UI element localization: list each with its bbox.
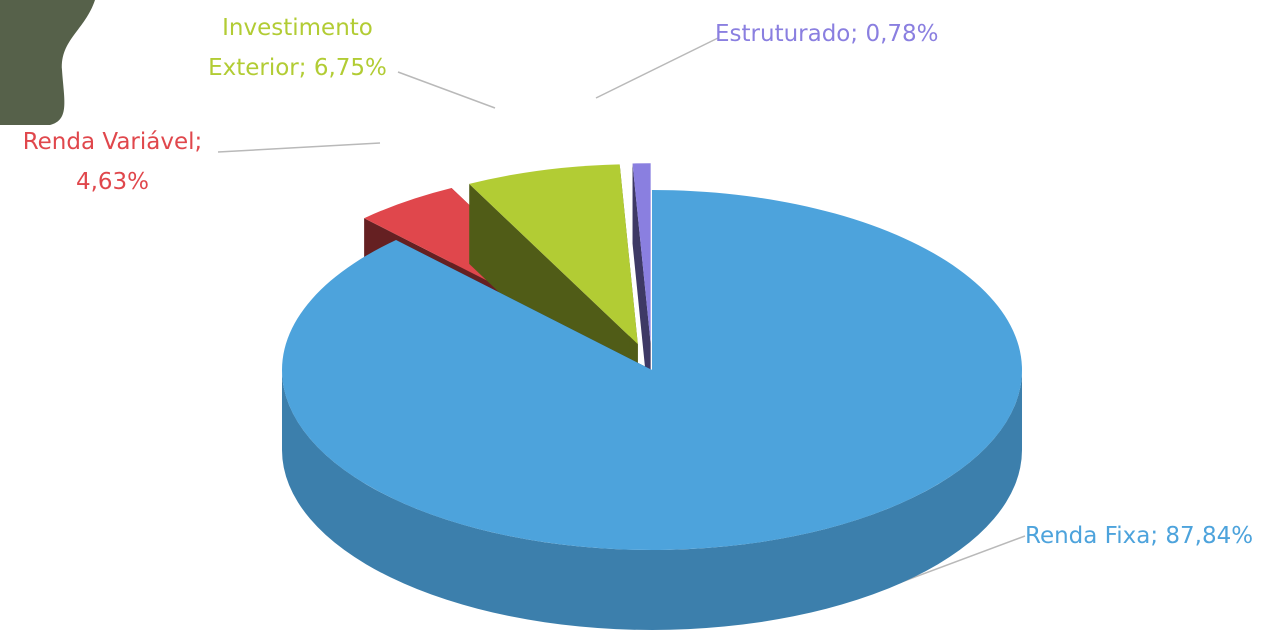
leader-line bbox=[397, 71, 496, 109]
label-value: 0,78% bbox=[865, 21, 939, 47]
photo-corner bbox=[0, 0, 95, 125]
label-value: 87,84% bbox=[1165, 523, 1254, 549]
slice-top bbox=[469, 164, 638, 345]
label-value: 4,63% bbox=[75, 169, 150, 195]
pie bbox=[281, 163, 1022, 630]
slice bbox=[281, 190, 1022, 630]
label-category: Estruturado bbox=[715, 21, 851, 47]
slice-label: Renda Variável; 4,63% bbox=[5, 122, 220, 202]
slice-top bbox=[632, 163, 651, 344]
slice-side bbox=[282, 370, 1022, 630]
label-separator: ; bbox=[1150, 523, 1159, 549]
label-category: Renda Variável bbox=[22, 129, 195, 155]
label-separator: ; bbox=[850, 21, 859, 47]
slice-label: Investimento Exterior; 6,75% bbox=[190, 8, 405, 88]
slice-label: Renda Fixa; 87,84% bbox=[1025, 516, 1285, 556]
label-category: Renda Fixa bbox=[1025, 523, 1151, 549]
label-category: Investimento Exterior bbox=[208, 15, 373, 81]
label-separator: ; bbox=[298, 55, 307, 81]
slice-cut-face bbox=[632, 163, 651, 424]
slice-top bbox=[281, 190, 1022, 550]
slice-label: Estruturado; 0,78% bbox=[715, 14, 985, 54]
label-value: 6,75% bbox=[313, 55, 387, 81]
leader-line bbox=[217, 142, 381, 153]
leader-line bbox=[595, 37, 719, 99]
label-separator: ; bbox=[194, 129, 203, 155]
slice bbox=[632, 163, 651, 424]
